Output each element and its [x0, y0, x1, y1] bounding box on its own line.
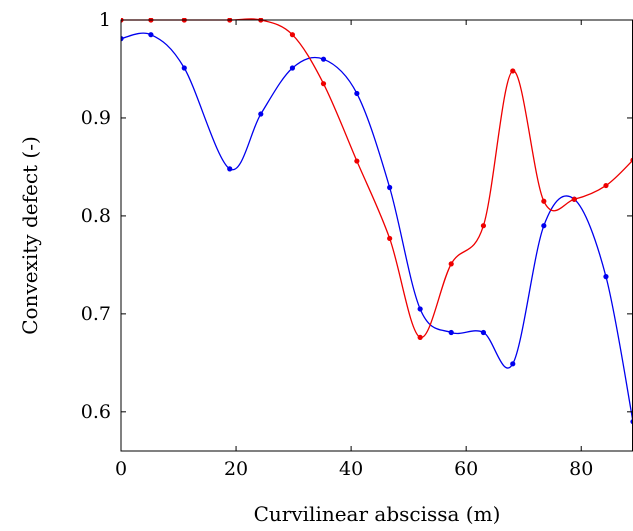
x-tick-label: 60 — [454, 458, 478, 480]
data-point — [289, 32, 296, 38]
series-layer — [121, 18, 633, 425]
data-point — [289, 65, 296, 71]
data-point — [510, 361, 516, 367]
data-point — [121, 36, 124, 42]
data-point — [417, 334, 423, 340]
data-point — [603, 182, 609, 189]
data-point — [258, 111, 264, 117]
data-point — [387, 235, 393, 242]
series-line — [121, 18, 633, 339]
data-point — [603, 274, 609, 280]
y-tick-label: 1 — [99, 9, 111, 31]
x-tick-label: 80 — [569, 458, 593, 480]
data-point — [320, 56, 327, 62]
x-axis-label: Curvilinear abscissa (m) — [254, 502, 501, 526]
data-point — [417, 306, 423, 312]
data-point — [448, 261, 454, 267]
y-tick-label: 0.9 — [81, 107, 111, 129]
series-1 — [121, 32, 633, 425]
data-point — [320, 81, 327, 87]
x-tick-label: 20 — [224, 458, 248, 480]
data-point — [541, 223, 547, 229]
ticks-layer: 0 20 40 60 80 0.6 0.7 0.8 0.9 1 — [81, 9, 632, 480]
data-point — [571, 196, 577, 202]
plot-frame — [120, 19, 633, 452]
data-point — [354, 90, 360, 97]
data-point — [448, 329, 454, 336]
data-point — [181, 65, 187, 71]
series-2 — [121, 18, 633, 340]
x-tick-label: 0 — [115, 458, 127, 480]
data-point — [354, 158, 360, 164]
series-line — [121, 32, 633, 422]
y-tick-label: 0.6 — [81, 401, 111, 423]
data-point — [387, 184, 393, 191]
y-tick-label: 0.7 — [81, 303, 111, 325]
data-point — [148, 32, 154, 38]
data-point — [227, 166, 233, 172]
data-point — [510, 68, 516, 74]
y-axis-label: Convexity defect (-) — [18, 136, 42, 335]
data-point — [480, 223, 487, 229]
x-tick-label: 40 — [339, 458, 363, 480]
data-point — [480, 329, 487, 336]
y-tick-label: 0.8 — [81, 205, 111, 227]
data-point — [541, 198, 547, 204]
